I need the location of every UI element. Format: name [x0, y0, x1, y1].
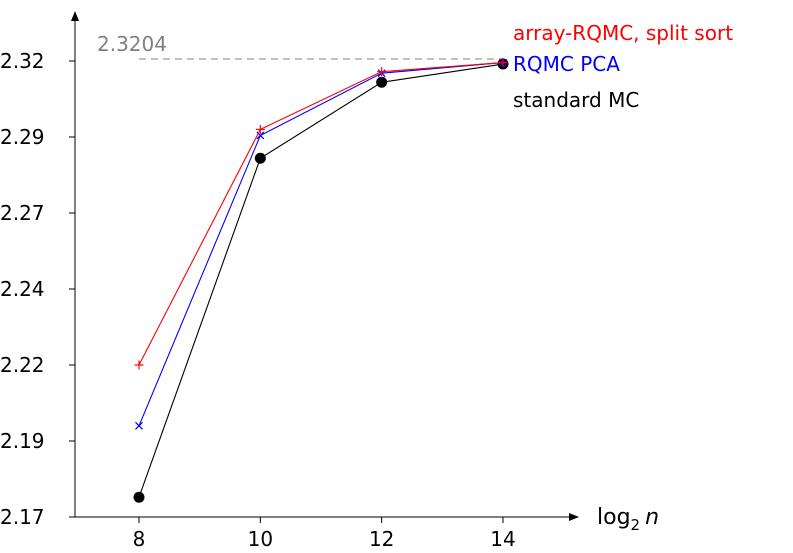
reference-layer: 2.3204	[97, 32, 503, 60]
series-line-1	[138, 61, 504, 366]
series-line-2	[138, 61, 504, 427]
data-point	[133, 491, 145, 503]
marker-stroke	[135, 421, 143, 430]
legend: array-RQMC, split sort RQMC PCA standard M…	[513, 21, 733, 112]
data-point	[255, 124, 265, 134]
marker-stroke	[256, 131, 265, 140]
y-tick-label: 2.22	[0, 353, 45, 377]
legend-label-1: array-RQMC, split sort	[513, 21, 733, 45]
x-tick-label: 8	[133, 527, 146, 551]
legend-label-3: standard MC	[513, 88, 639, 112]
data-point	[134, 360, 144, 370]
y-tick-label: 2.27	[0, 201, 45, 225]
series-layer	[133, 58, 509, 503]
y-tick-label: 2.17	[0, 505, 45, 529]
data-point	[498, 58, 508, 68]
y-tick-label: 2.19	[0, 429, 45, 453]
x-tick-label: 12	[369, 527, 394, 551]
x-tick-label: 14	[490, 527, 515, 551]
x-tick-label: 10	[248, 527, 273, 551]
x-axis-label: log2 n	[597, 505, 659, 534]
y-tick-label: 2.24	[0, 277, 45, 301]
data-point	[135, 421, 143, 430]
data-point	[254, 152, 266, 164]
data-point	[377, 67, 387, 77]
legend-label-2: RQMC PCA	[513, 52, 620, 76]
y-tick-label: 2.32	[0, 49, 45, 73]
y-tick-label: 2.29	[0, 125, 45, 149]
data-point	[376, 76, 388, 88]
axes: 2.17 2.19 2.22 2.24 2.27 2.29 2.32 8 10 12 14 log2 n	[0, 11, 659, 551]
reference-line-label: 2.3204	[97, 32, 167, 56]
series-line-3	[138, 63, 504, 498]
